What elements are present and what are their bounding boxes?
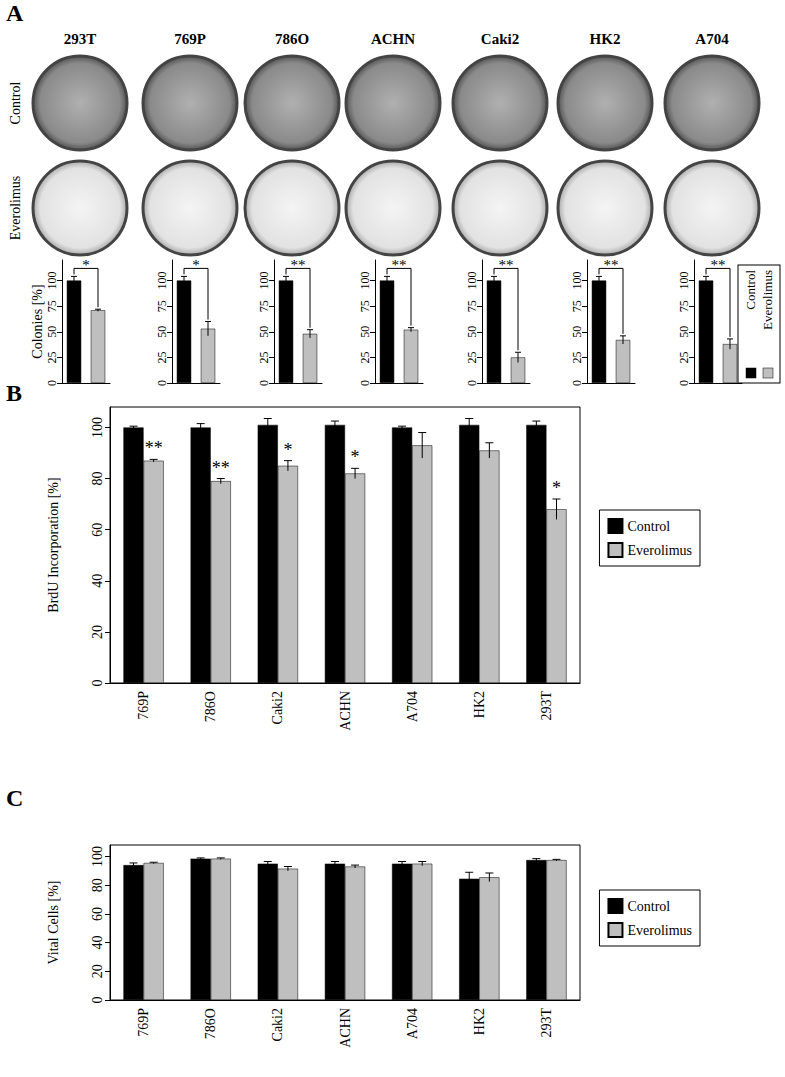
svg-text:25: 25 bbox=[465, 351, 479, 363]
svg-text:769P: 769P bbox=[174, 31, 206, 47]
svg-text:ACHN: ACHN bbox=[338, 1008, 353, 1048]
svg-text:*: * bbox=[351, 447, 360, 467]
svg-text:100: 100 bbox=[257, 272, 271, 290]
svg-text:**: ** bbox=[499, 257, 514, 273]
svg-text:100: 100 bbox=[358, 272, 372, 290]
svg-text:**: ** bbox=[392, 257, 407, 273]
svg-text:ACHN: ACHN bbox=[371, 31, 415, 47]
svg-text:40: 40 bbox=[90, 574, 105, 588]
svg-text:HK2: HK2 bbox=[472, 1008, 487, 1035]
svg-text:20: 20 bbox=[90, 964, 105, 978]
svg-text:50: 50 bbox=[257, 326, 271, 338]
svg-text:293T: 293T bbox=[64, 31, 97, 47]
svg-text:25: 25 bbox=[358, 351, 372, 363]
svg-text:50: 50 bbox=[465, 326, 479, 338]
svg-text:0: 0 bbox=[677, 380, 691, 386]
svg-text:25: 25 bbox=[45, 351, 59, 363]
svg-text:HK2: HK2 bbox=[472, 691, 487, 718]
svg-text:786O: 786O bbox=[203, 1008, 218, 1039]
svg-text:50: 50 bbox=[677, 326, 691, 338]
svg-text:**: ** bbox=[291, 257, 306, 273]
svg-text:Colonies [%]: Colonies [%] bbox=[30, 284, 45, 358]
svg-text:40: 40 bbox=[90, 936, 105, 950]
svg-text:50: 50 bbox=[570, 326, 584, 338]
svg-text:*: * bbox=[552, 478, 561, 498]
svg-text:0: 0 bbox=[90, 680, 105, 687]
svg-text:*: * bbox=[192, 257, 200, 273]
svg-text:100: 100 bbox=[90, 846, 105, 867]
svg-text:50: 50 bbox=[155, 326, 169, 338]
svg-text:293T: 293T bbox=[539, 691, 554, 721]
svg-text:*: * bbox=[283, 440, 292, 460]
svg-text:769P: 769P bbox=[136, 1008, 151, 1037]
svg-text:60: 60 bbox=[90, 907, 105, 921]
svg-text:769P: 769P bbox=[136, 691, 151, 720]
svg-text:50: 50 bbox=[45, 326, 59, 338]
svg-text:75: 75 bbox=[155, 300, 169, 312]
svg-text:75: 75 bbox=[465, 300, 479, 312]
svg-text:50: 50 bbox=[358, 326, 372, 338]
svg-text:100: 100 bbox=[45, 272, 59, 290]
svg-text:Control: Control bbox=[627, 519, 670, 534]
svg-text:A704: A704 bbox=[405, 1008, 420, 1039]
svg-text:Caki2: Caki2 bbox=[270, 691, 285, 724]
svg-text:Control: Control bbox=[8, 82, 23, 125]
svg-text:Vital Cells [%]: Vital Cells [%] bbox=[46, 881, 61, 965]
svg-text:Caki2: Caki2 bbox=[270, 1008, 285, 1041]
svg-text:*: * bbox=[82, 257, 90, 273]
svg-text:**: ** bbox=[604, 257, 619, 273]
svg-text:**: ** bbox=[212, 458, 230, 478]
svg-text:293T: 293T bbox=[539, 1008, 554, 1038]
svg-text:75: 75 bbox=[570, 300, 584, 312]
svg-text:0: 0 bbox=[155, 380, 169, 386]
svg-text:80: 80 bbox=[90, 878, 105, 892]
svg-text:100: 100 bbox=[155, 272, 169, 290]
svg-text:100: 100 bbox=[90, 417, 105, 438]
svg-text:Caki2: Caki2 bbox=[481, 31, 519, 47]
svg-text:75: 75 bbox=[358, 300, 372, 312]
svg-text:75: 75 bbox=[677, 300, 691, 312]
svg-text:75: 75 bbox=[257, 300, 271, 312]
svg-text:Everolimus: Everolimus bbox=[627, 923, 692, 938]
svg-text:BrdU Incorporation [%]: BrdU Incorporation [%] bbox=[46, 477, 61, 612]
svg-text:100: 100 bbox=[677, 272, 691, 290]
svg-text:0: 0 bbox=[358, 380, 372, 386]
svg-text:A704: A704 bbox=[695, 31, 729, 47]
svg-text:25: 25 bbox=[677, 351, 691, 363]
svg-text:Everolimus: Everolimus bbox=[760, 270, 775, 330]
svg-text:75: 75 bbox=[45, 300, 59, 312]
html-text:A: A bbox=[6, 0, 24, 26]
svg-text:100: 100 bbox=[570, 272, 584, 290]
svg-text:100: 100 bbox=[465, 272, 479, 290]
svg-text:**: ** bbox=[711, 257, 726, 273]
svg-text:Everolimus: Everolimus bbox=[8, 176, 23, 241]
svg-text:0: 0 bbox=[90, 997, 105, 1004]
svg-text:**: ** bbox=[145, 438, 163, 458]
svg-text:25: 25 bbox=[155, 351, 169, 363]
svg-text:80: 80 bbox=[90, 472, 105, 486]
svg-text:Control: Control bbox=[627, 899, 670, 914]
html-text:B: B bbox=[6, 380, 22, 406]
svg-text:0: 0 bbox=[570, 380, 584, 386]
svg-text:Control: Control bbox=[743, 270, 758, 310]
svg-text:0: 0 bbox=[257, 380, 271, 386]
svg-text:Everolimus: Everolimus bbox=[627, 543, 692, 558]
svg-text:HK2: HK2 bbox=[590, 31, 621, 47]
svg-text:0: 0 bbox=[45, 380, 59, 386]
svg-text:786O: 786O bbox=[275, 31, 309, 47]
html-text:C: C bbox=[6, 785, 24, 811]
svg-text:25: 25 bbox=[570, 351, 584, 363]
svg-text:0: 0 bbox=[465, 380, 479, 386]
svg-text:20: 20 bbox=[90, 625, 105, 639]
svg-text:25: 25 bbox=[257, 351, 271, 363]
svg-text:60: 60 bbox=[90, 523, 105, 537]
svg-text:ACHN: ACHN bbox=[338, 691, 353, 731]
svg-text:786O: 786O bbox=[203, 691, 218, 722]
svg-text:A704: A704 bbox=[405, 691, 420, 722]
